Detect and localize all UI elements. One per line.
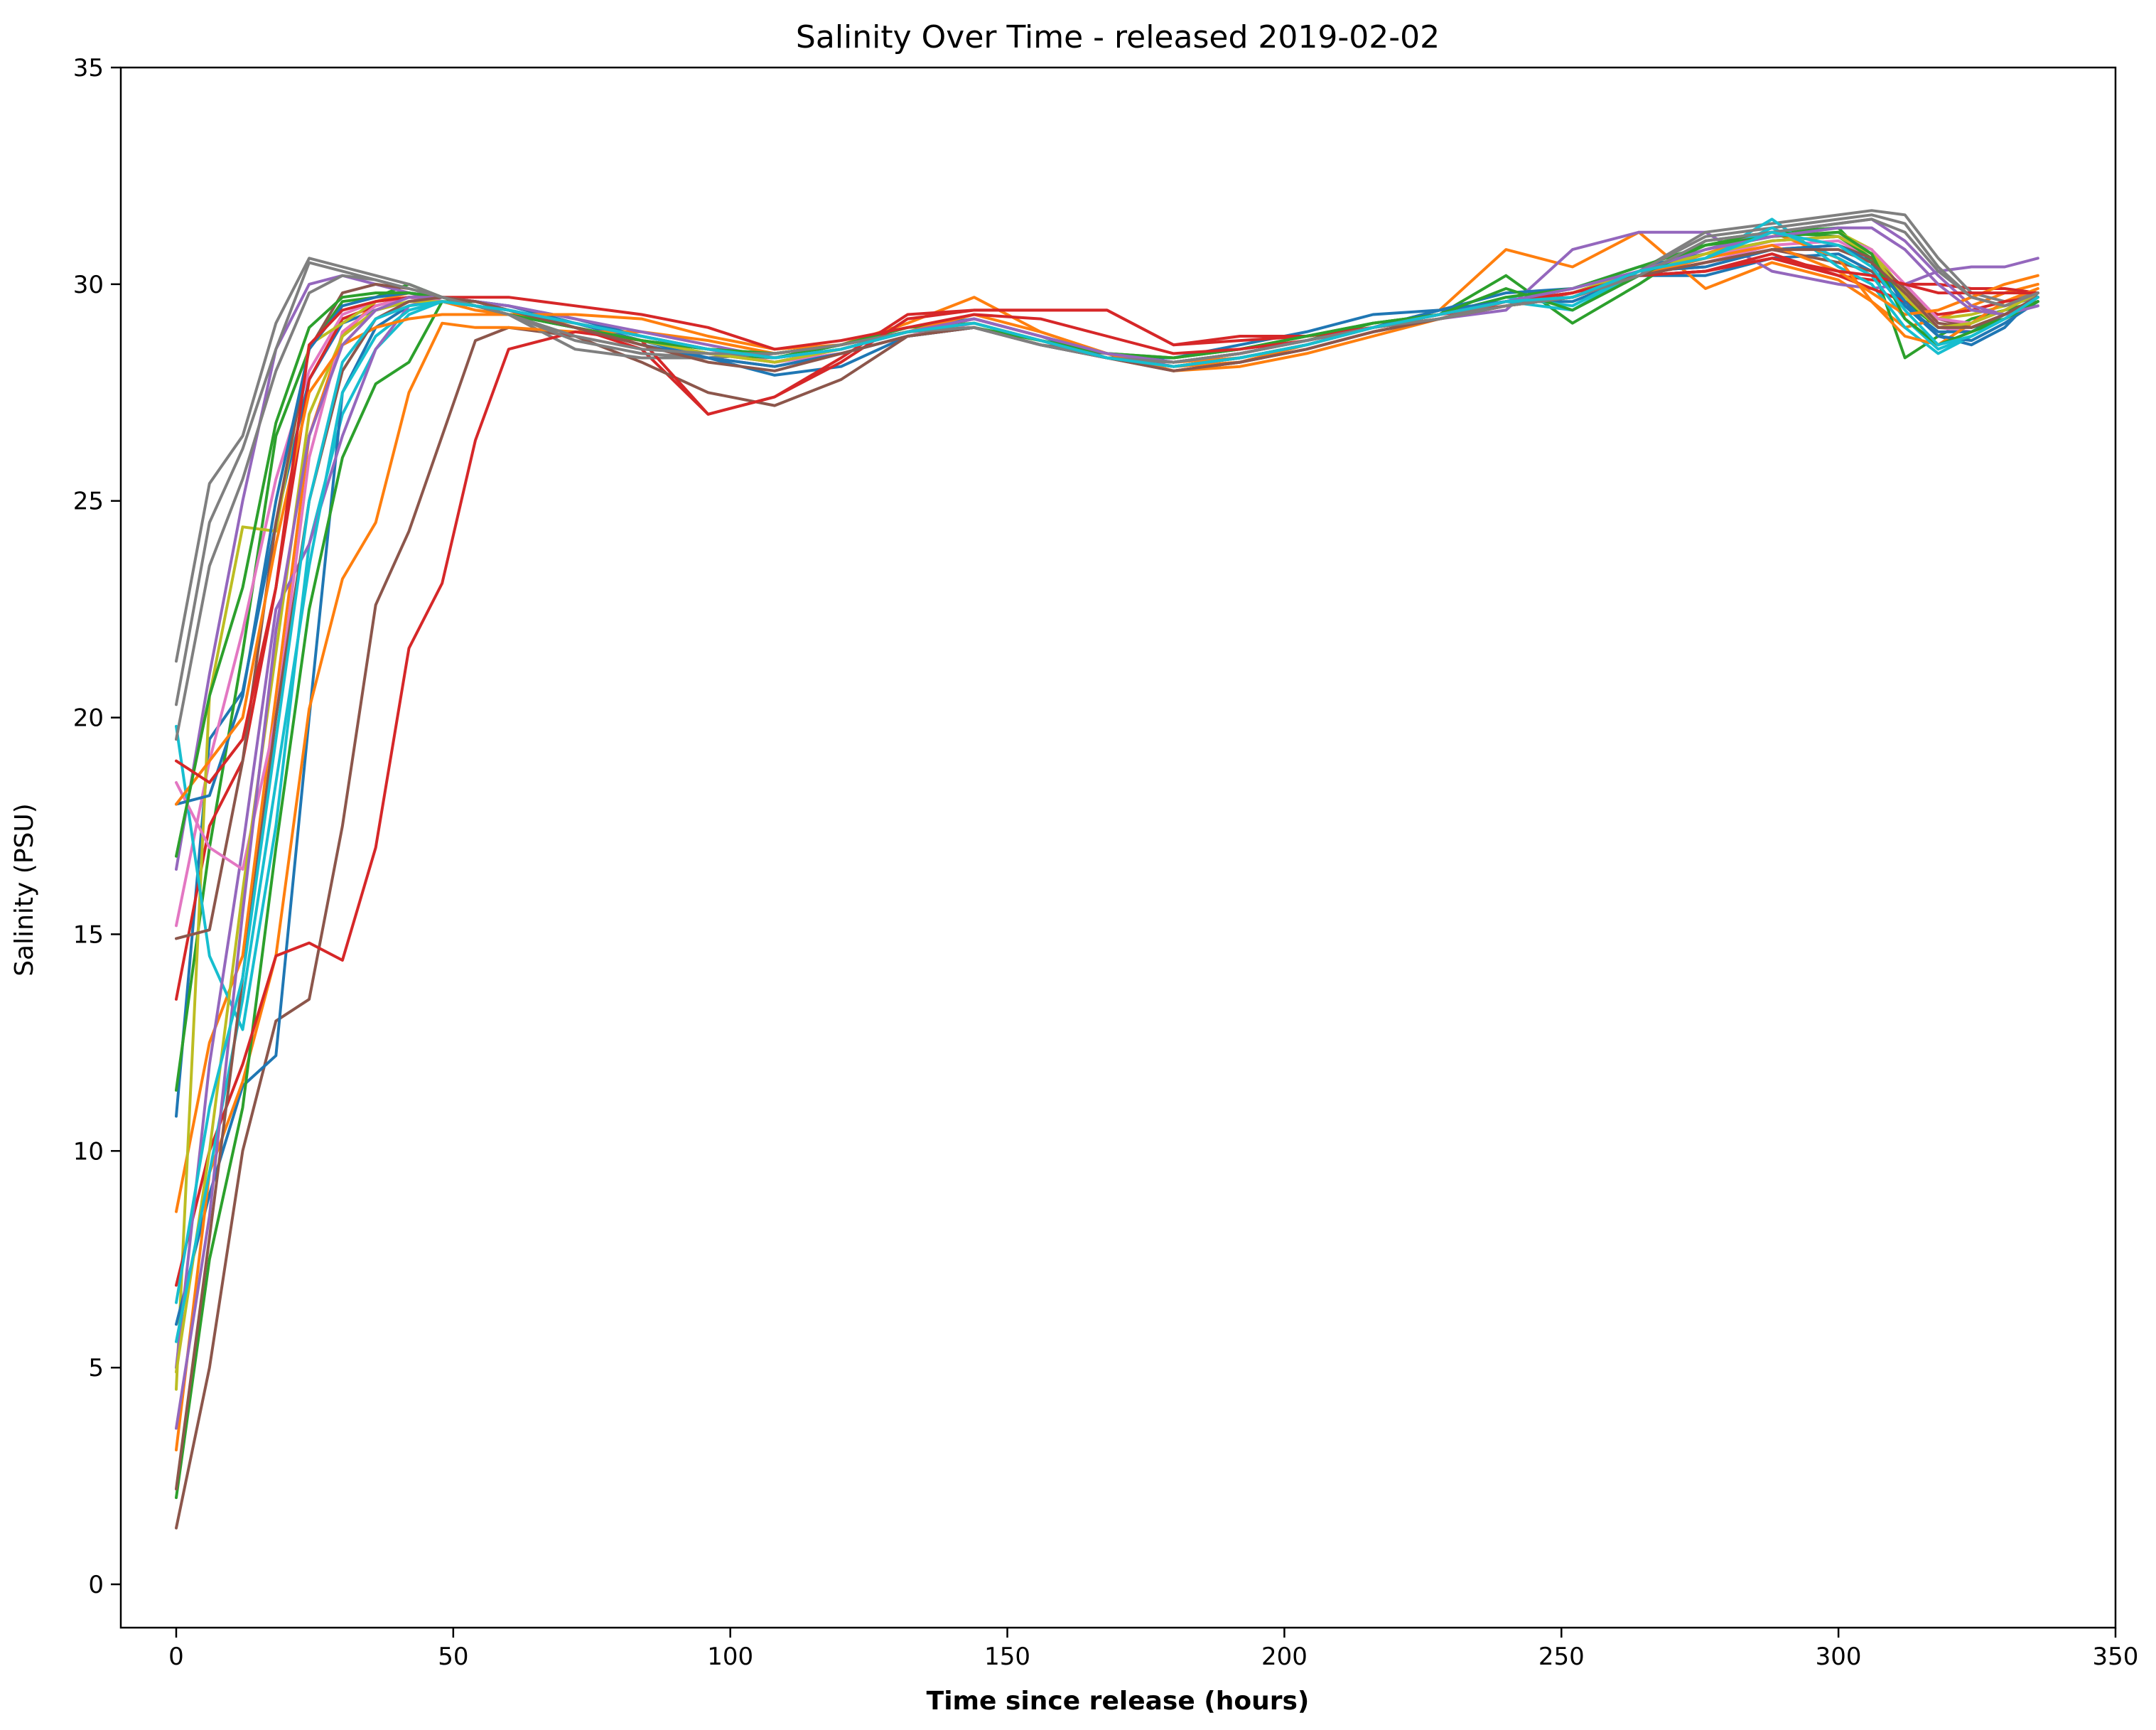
series-line-15 [175,217,2039,1370]
x-axis: 0 50 100 150 200 250 300 350 [168,1628,2138,1671]
series-line-4 [175,257,2039,1001]
y-tick-label: 0 [88,1571,104,1599]
series-line-16 [175,244,2039,940]
series-line-9 [175,230,2039,1391]
y-tick-label: 20 [73,704,104,733]
x-axis-label: Time since release (hours) [927,1687,1310,1716]
chart-title: Salinity Over Time - released 2019-02-02 [796,19,1440,55]
series-line-7 [175,239,2039,928]
series-line-6 [175,248,2039,1530]
x-tick-label: 0 [168,1643,184,1671]
y-axis-label: Salinity (PSU) [10,803,39,977]
series-line-14 [175,252,2039,1287]
series-line-19 [175,235,2039,1374]
series-line-26 [175,248,2039,1490]
x-tick-label: 150 [984,1643,1030,1671]
series-line-24 [175,257,2039,784]
y-tick-label: 10 [73,1137,104,1166]
y-axis: 0 5 10 15 20 25 30 35 [73,54,121,1599]
x-tick-label: 200 [1261,1643,1308,1671]
y-tick-label: 35 [73,54,104,82]
series-line-8 [175,209,2039,663]
x-tick-label: 50 [438,1643,468,1671]
y-tick-label: 30 [73,271,104,299]
x-tick-label: 100 [707,1643,753,1671]
axes-frame [119,66,2117,1629]
series-line-10 [175,217,2039,1031]
series-line-2 [175,230,2039,1213]
series-line-13 [175,230,2039,1500]
series-line-1 [175,252,2039,1118]
series-line-18 [175,213,2039,706]
y-tick-label: 15 [73,920,104,949]
y-tick-label: 25 [73,488,104,516]
x-tick-label: 300 [1816,1643,1862,1671]
y-tick-label: 5 [88,1354,104,1382]
x-tick-label: 350 [2093,1643,2139,1671]
series-group [175,209,2039,1530]
series-line-12 [175,230,2039,1451]
series-line-28 [175,230,2039,1304]
series-line-27 [175,217,2039,741]
series-line-25 [175,226,2039,1430]
series-line-5 [175,230,2039,871]
series-line-17 [175,235,2039,871]
x-tick-label: 250 [1538,1643,1585,1671]
